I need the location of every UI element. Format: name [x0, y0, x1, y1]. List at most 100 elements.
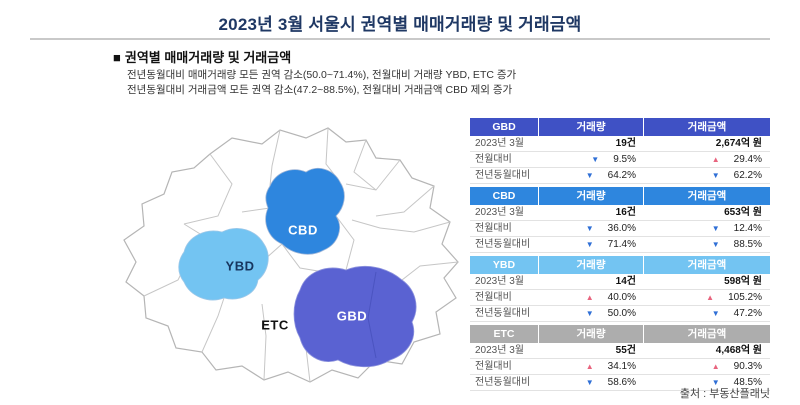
change-arrow-icon: ▼: [585, 223, 594, 233]
change-value: 36.0%: [607, 223, 636, 234]
region-name-cell: ETC: [470, 325, 538, 343]
volume-value: 14건: [615, 276, 636, 287]
volume-change: ▼ 36.0%: [558, 221, 644, 236]
change-value: 9.5%: [613, 154, 636, 165]
change-value: 88.5%: [733, 239, 762, 250]
table-row: 2023년 3월 19건 2,674억 원: [470, 136, 770, 152]
map-region-gbd: [293, 266, 417, 368]
section-bullet: ■: [113, 50, 121, 65]
table-row: 전년동월대비 ▼ 58.6% ▼ 48.5%: [470, 375, 770, 391]
map-label-etc: ETC: [261, 317, 289, 333]
amount-change: ▲ 90.3%: [644, 359, 770, 374]
change-value: 71.4%: [607, 239, 636, 250]
amount-column-header: 거래금액: [644, 325, 770, 343]
amount-change: ▲ 29.4%: [644, 152, 770, 167]
volume-value: 19건: [615, 138, 636, 149]
change-value: 47.2%: [733, 308, 762, 319]
change-arrow-icon: ▲: [585, 292, 594, 302]
change-value: 34.1%: [607, 361, 636, 372]
row-label: 전년동월대비: [475, 170, 531, 181]
region-name-cell: YBD: [470, 256, 538, 274]
amount-change: ▼ 88.5%: [644, 237, 770, 252]
amount-change: ▼ 62.2%: [644, 168, 770, 183]
change-arrow-icon: ▲: [585, 361, 594, 371]
table-row: 전월대비 ▼ 36.0% ▼ 12.4%: [470, 221, 770, 237]
volume-column-header: 거래량: [539, 118, 643, 136]
volume-column-header: 거래량: [539, 187, 643, 205]
row-label: 2023년 3월: [475, 207, 524, 218]
region-table-gbd: GBD 거래량 거래금액 2023년 3월 19건 2,674억 원 전월대비 …: [470, 118, 770, 184]
volume-column-header: 거래량: [539, 256, 643, 274]
table-row: 전년동월대비 ▼ 50.0% ▼ 47.2%: [470, 306, 770, 322]
table-header: GBD 거래량 거래금액: [470, 118, 770, 136]
note-line-2: 전년동월대비 거래금액 모든 권역 감소(47.2~88.5%), 전월대비 거…: [127, 84, 513, 96]
change-value: 50.0%: [607, 308, 636, 319]
map-label-gbd: GBD: [336, 308, 368, 324]
volume-value: 55건: [615, 345, 636, 356]
row-label: 2023년 3월: [475, 138, 524, 149]
table-row: 2023년 3월 55건 4,468억 원: [470, 343, 770, 359]
region-table-ybd: YBD 거래량 거래금액 2023년 3월 14건 598억 원 전월대비 ▲ 4…: [470, 256, 770, 322]
volume-change: ▼ 64.2%: [558, 168, 644, 183]
row-label: 2023년 3월: [475, 276, 524, 287]
map-label-ybd: YBD: [225, 258, 255, 274]
change-value: 12.4%: [733, 223, 762, 234]
region-name-cell: GBD: [470, 118, 538, 136]
change-value: 29.4%: [733, 154, 762, 165]
change-arrow-icon: ▼: [591, 154, 600, 164]
page-title: 2023년 3월 서울시 권역별 매매거래량 및 거래금액: [218, 15, 582, 34]
volume-change: ▲ 34.1%: [558, 359, 644, 374]
amount-column-header: 거래금액: [644, 256, 770, 274]
gbd-inner-boundary: [367, 271, 377, 359]
section-title: ■ 권역별 매매거래량 및 거래금액: [113, 47, 291, 66]
source-credit: 출처 : 부동산플래닛: [679, 388, 770, 400]
change-arrow-icon: ▼: [711, 170, 720, 180]
volume-value: 16건: [615, 207, 636, 218]
table-header: ETC 거래량 거래금액: [470, 325, 770, 343]
change-arrow-icon: ▼: [585, 170, 594, 180]
change-arrow-icon: ▲: [711, 154, 720, 164]
section-title-text: 권역별 매매거래량 및 거래금액: [124, 50, 292, 65]
change-value: 64.2%: [607, 170, 636, 181]
amount-value: 4,468억 원: [715, 345, 762, 356]
region-table-cbd: CBD 거래량 거래금액 2023년 3월 16건 653억 원 전월대비 ▼ 3…: [470, 187, 770, 253]
region-tables: GBD 거래량 거래금액 2023년 3월 19건 2,674억 원 전월대비 …: [470, 118, 770, 394]
region-name-cell: CBD: [470, 187, 538, 205]
table-row: 전월대비 ▼ 9.5% ▲ 29.4%: [470, 152, 770, 168]
table-row: 2023년 3월 16건 653억 원: [470, 205, 770, 221]
note-line-1: 전년동월대비 매매거래량 모든 권역 감소(50.0~71.4%), 전월대비 …: [127, 69, 517, 81]
seoul-map-svg: [123, 127, 459, 383]
change-value: 40.0%: [607, 292, 636, 303]
map-region-ybd: [178, 228, 269, 301]
row-label: 전년동월대비: [475, 239, 531, 250]
table-row: 2023년 3월 14건 598억 원: [470, 274, 770, 290]
table-row: 전월대비 ▲ 34.1% ▲ 90.3%: [470, 359, 770, 375]
row-label: 전년동월대비: [475, 308, 531, 319]
amount-column-header: 거래금액: [644, 187, 770, 205]
volume-change: ▼ 58.6%: [558, 375, 644, 390]
amount-value: 2,674억 원: [715, 138, 762, 149]
change-arrow-icon: ▼: [711, 223, 720, 233]
map-region-cbd: [265, 168, 345, 255]
row-label: 전년동월대비: [475, 377, 531, 388]
region-table-etc: ETC 거래량 거래금액 2023년 3월 55건 4,468억 원 전월대비 …: [470, 325, 770, 391]
row-label: 전월대비: [475, 154, 512, 165]
change-arrow-icon: ▼: [711, 239, 720, 249]
volume-change: ▼ 9.5%: [558, 152, 644, 167]
change-value: 58.6%: [607, 377, 636, 388]
table-header: CBD 거래량 거래금액: [470, 187, 770, 205]
row-label: 전월대비: [475, 292, 512, 303]
change-arrow-icon: ▼: [711, 377, 720, 387]
row-label: 전월대비: [475, 223, 512, 234]
table-row: 전년동월대비 ▼ 64.2% ▼ 62.2%: [470, 168, 770, 184]
change-arrow-icon: ▼: [585, 308, 594, 318]
change-arrow-icon: ▲: [706, 292, 715, 302]
change-value: 105.2%: [728, 292, 762, 303]
amount-change: ▼ 47.2%: [644, 306, 770, 321]
row-label: 전월대비: [475, 361, 512, 372]
change-arrow-icon: ▼: [711, 308, 720, 318]
table-row: 전년동월대비 ▼ 71.4% ▼ 88.5%: [470, 237, 770, 253]
table-header: YBD 거래량 거래금액: [470, 256, 770, 274]
amount-change: ▼ 12.4%: [644, 221, 770, 236]
